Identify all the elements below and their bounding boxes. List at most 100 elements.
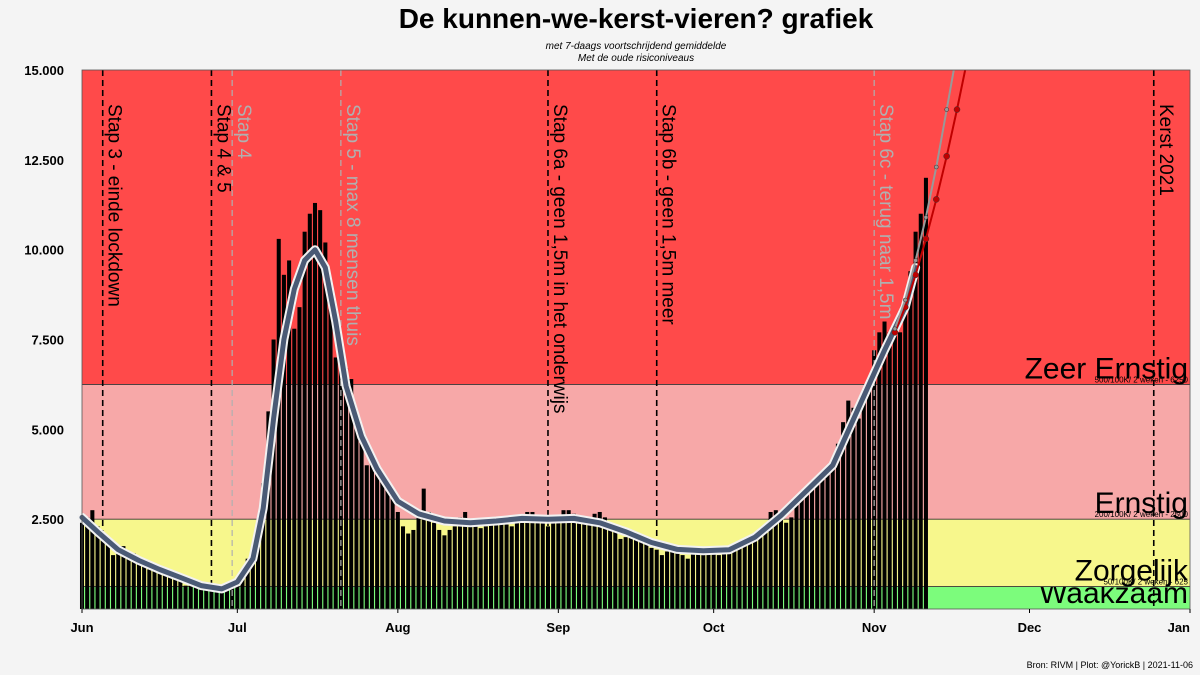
y-tick-label-2: 7.500 bbox=[31, 333, 64, 348]
projection_red-point-4 bbox=[933, 196, 940, 203]
bar-2021-06-14 bbox=[147, 569, 152, 609]
bar-2021-07-07 bbox=[266, 411, 271, 609]
bar-2021-08-26 bbox=[525, 511, 530, 609]
bar-2021-06-16 bbox=[157, 567, 162, 609]
bar-2021-10-23 bbox=[825, 468, 830, 609]
bar-2021-09-20 bbox=[654, 549, 659, 609]
zone-band-3 bbox=[82, 70, 1190, 385]
bar-2021-08-03 bbox=[406, 533, 411, 609]
bar-2021-09-30 bbox=[706, 549, 711, 609]
projection_grey-point-6 bbox=[955, 50, 959, 54]
bar-2021-06-24 bbox=[199, 585, 204, 609]
projection-clipped bbox=[891, 50, 970, 336]
bar-2021-07-26 bbox=[364, 465, 369, 609]
bar-2021-07-04 bbox=[250, 553, 255, 609]
plot-frame bbox=[81, 69, 1191, 610]
bar-2021-10-18 bbox=[799, 494, 804, 609]
bar-2021-07-16 bbox=[312, 202, 318, 609]
bar-2021-11-10 bbox=[918, 213, 923, 609]
bar-2021-06-11 bbox=[131, 553, 136, 609]
chart-title: De kunnen-we-kerst-vieren? grafiek bbox=[399, 3, 874, 34]
x-tick-label-0: Jun bbox=[70, 620, 93, 635]
bar-2021-07-20 bbox=[333, 357, 338, 609]
bar-2021-10-15 bbox=[784, 522, 789, 609]
bar-2021-10-08 bbox=[747, 542, 752, 609]
projection-lines bbox=[891, 50, 970, 336]
bar-2021-06-09 bbox=[121, 546, 126, 609]
bar-2021-08-27 bbox=[530, 511, 535, 609]
bar-2021-09-21 bbox=[659, 555, 664, 609]
projection_red-line bbox=[893, 70, 967, 333]
event-markers: Stap 3 - einde lockdown Stap 4 & 5 Stap 4 S… bbox=[101, 70, 1176, 609]
x-tick-label-3: Sep bbox=[546, 620, 570, 635]
bar-2021-08-30 bbox=[545, 526, 551, 609]
bar-2021-10-13 bbox=[773, 510, 778, 609]
bar-2021-09-17 bbox=[639, 540, 644, 609]
projection_grey-point-3 bbox=[923, 215, 929, 220]
bar-2021-09-09 bbox=[597, 511, 602, 609]
bar-2021-06-07 bbox=[111, 555, 116, 609]
bar-2021-07-14 bbox=[302, 231, 307, 609]
bar-2021-10-30 bbox=[861, 400, 866, 609]
bar-2021-08-06 bbox=[421, 488, 426, 609]
bar-2021-07-27 bbox=[369, 454, 374, 609]
bar-2021-07-17 bbox=[318, 210, 323, 609]
chart-subtitle-line-1: met 7-daags voortschrijdend gemiddelde bbox=[546, 41, 727, 52]
bar-2021-11-01 bbox=[872, 350, 877, 609]
bar-2021-10-16 bbox=[789, 517, 794, 609]
bar-2021-10-04 bbox=[727, 551, 732, 609]
moving-average-curve bbox=[79, 247, 919, 592]
bar-2021-09-13 bbox=[618, 538, 623, 609]
bar-2021-09-27 bbox=[690, 553, 695, 609]
y-tick-label-1: 5.000 bbox=[31, 422, 64, 437]
bar-2021-08-18 bbox=[483, 526, 488, 609]
bar-2021-10-25 bbox=[835, 443, 840, 609]
bar-2021-06-04 bbox=[95, 526, 100, 609]
event-label-3: Stap 5 - max 8 mensen thuis bbox=[342, 104, 363, 346]
bar-2021-10-03 bbox=[721, 553, 727, 609]
zone-label-2: Ernstig bbox=[1095, 487, 1188, 520]
event-label-6: Stap 6c - terug naar 1,5m bbox=[875, 104, 896, 319]
bar-2021-09-11 bbox=[608, 522, 613, 609]
bar-2021-11-07 bbox=[903, 310, 908, 609]
zone-threshold-label-3: 500/100K/ 2 weken - 6250 bbox=[1095, 375, 1189, 384]
x-tick-label-1: Jul bbox=[228, 620, 247, 635]
bar-2021-10-29 bbox=[856, 418, 861, 609]
projection_red-point-3 bbox=[922, 235, 930, 243]
projection_red-point-7 bbox=[964, 56, 970, 62]
bar-2021-07-10 bbox=[281, 274, 286, 609]
projection_grey-point-2 bbox=[913, 258, 918, 263]
bar-2021-08-08 bbox=[432, 522, 437, 609]
bar-2021-06-28 bbox=[219, 591, 224, 609]
bar-2021-10-31 bbox=[866, 379, 872, 609]
bar-2021-11-11 bbox=[923, 177, 928, 610]
bar-2021-09-24 bbox=[675, 549, 680, 609]
bar-2021-06-06 bbox=[105, 542, 110, 609]
event-label-4: Stap 6a - geen 1,5m in het onderwijs bbox=[549, 104, 570, 413]
bar-2021-07-08 bbox=[271, 339, 276, 609]
bar-2021-11-09 bbox=[913, 231, 918, 609]
y-tick-label-5: 15.000 bbox=[24, 63, 64, 78]
bar-2021-07-18 bbox=[323, 242, 328, 610]
bar-2021-10-19 bbox=[804, 486, 809, 609]
bar-2021-06-30 bbox=[230, 583, 235, 609]
bar-2021-07-25 bbox=[359, 436, 364, 609]
bar-2021-09-28 bbox=[696, 551, 701, 609]
bar-2021-09-10 bbox=[602, 517, 607, 609]
bar-2021-07-02 bbox=[240, 571, 245, 609]
bar-2021-11-02 bbox=[877, 332, 882, 609]
bar-2021-08-12 bbox=[452, 526, 457, 609]
bar-2021-09-18 bbox=[644, 544, 649, 609]
bar-2021-09-05 bbox=[577, 519, 582, 609]
bar-2021-06-02 bbox=[85, 517, 90, 609]
bar-2021-09-04 bbox=[571, 513, 576, 609]
bar-2021-08-09 bbox=[437, 529, 442, 609]
bar-2021-11-04 bbox=[887, 332, 892, 609]
bar-2021-07-22 bbox=[344, 368, 349, 609]
bar-2021-06-08 bbox=[116, 547, 121, 609]
bar-2021-10-09 bbox=[753, 538, 758, 609]
bar-2021-09-26 bbox=[685, 558, 690, 609]
bar-2021-08-17 bbox=[478, 528, 483, 609]
bar-2021-09-07 bbox=[587, 519, 592, 609]
